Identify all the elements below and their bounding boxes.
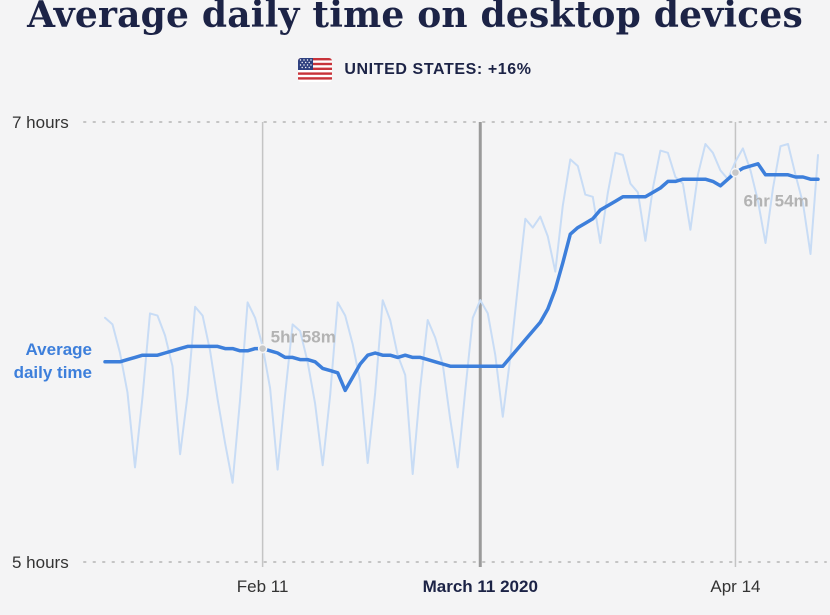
daily-series-line	[104, 143, 819, 484]
annotation-marker-0	[257, 343, 268, 354]
x-tick-label-0: Feb 11	[237, 577, 289, 596]
annotation-marker-1	[730, 167, 741, 178]
series-label: Average daily time	[14, 340, 92, 382]
y-tick-label-1: 7 hours	[12, 113, 69, 132]
y-tick-label-0: 5 hours	[12, 553, 69, 572]
series-label-line-2: daily time	[14, 363, 92, 382]
subtitle-text: UNITED STATES: +16%	[344, 61, 532, 78]
average-series-line	[103, 162, 820, 393]
us-flag-icon	[298, 58, 333, 82]
annotation-label-0: 5hr 58m	[271, 328, 336, 347]
x-tick-label-2: Apr 14	[710, 577, 760, 596]
x-tick-label-1: March 11 2020	[423, 577, 538, 596]
annotation-label-1: 6hr 54m	[743, 192, 808, 211]
series-label-line-1: Average	[26, 340, 92, 359]
chart-subtitle: UNITED STATES: +16%	[0, 58, 830, 82]
chart-title: Average daily time on desktop devices	[27, 0, 803, 36]
